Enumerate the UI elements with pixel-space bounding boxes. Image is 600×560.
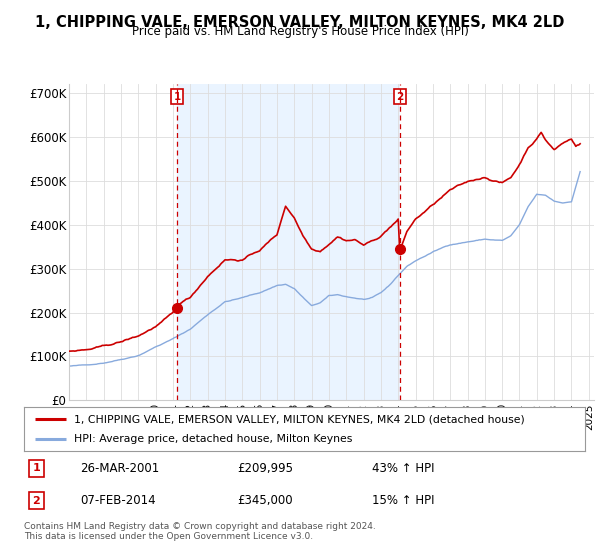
Text: 43% ↑ HPI: 43% ↑ HPI <box>372 462 434 475</box>
Text: HPI: Average price, detached house, Milton Keynes: HPI: Average price, detached house, Milt… <box>74 433 353 444</box>
Text: 2: 2 <box>396 92 403 102</box>
Text: 1, CHIPPING VALE, EMERSON VALLEY, MILTON KEYNES, MK4 2LD: 1, CHIPPING VALE, EMERSON VALLEY, MILTON… <box>35 15 565 30</box>
Text: 07-FEB-2014: 07-FEB-2014 <box>80 494 156 507</box>
Text: 1: 1 <box>173 92 181 102</box>
Text: Price paid vs. HM Land Registry's House Price Index (HPI): Price paid vs. HM Land Registry's House … <box>131 25 469 38</box>
Text: £209,995: £209,995 <box>237 462 293 475</box>
Text: 1: 1 <box>32 464 40 473</box>
Text: Contains HM Land Registry data © Crown copyright and database right 2024.
This d: Contains HM Land Registry data © Crown c… <box>24 522 376 542</box>
Text: 15% ↑ HPI: 15% ↑ HPI <box>372 494 434 507</box>
Text: 1, CHIPPING VALE, EMERSON VALLEY, MILTON KEYNES, MK4 2LD (detached house): 1, CHIPPING VALE, EMERSON VALLEY, MILTON… <box>74 414 525 424</box>
Text: 26-MAR-2001: 26-MAR-2001 <box>80 462 160 475</box>
Text: 2: 2 <box>32 496 40 506</box>
Text: £345,000: £345,000 <box>237 494 293 507</box>
Bar <box>177 84 400 400</box>
